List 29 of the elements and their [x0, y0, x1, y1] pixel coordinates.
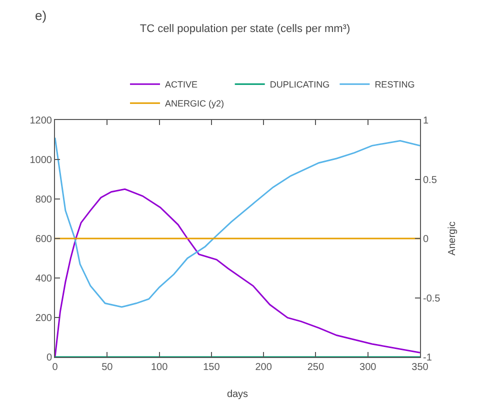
y2-axis-title: Anergic [447, 222, 458, 256]
legend-label: RESTING [374, 80, 415, 90]
x-tick-label: 200 [255, 362, 272, 373]
line-series [55, 188, 420, 357]
text: e) [35, 8, 47, 23]
x-tick-label: 250 [307, 362, 324, 373]
y2-tick-label: -0.5 [423, 293, 441, 304]
y-tick-label: 600 [35, 234, 52, 245]
chart-title: TC cell population per state (cells per mm³) [140, 23, 350, 36]
x-tick-label: 50 [102, 362, 114, 373]
y-tick-label: 0 [46, 352, 52, 364]
y2-tick-label: 0.5 [423, 174, 438, 186]
legend-label: ACTIVE [165, 80, 198, 90]
line-series [55, 137, 420, 308]
x-tick-label: 350 [412, 362, 429, 373]
y-tick-label: 1200 [30, 116, 52, 126]
x-axis-title: days [226, 389, 248, 400]
y-tick-label: 800 [35, 194, 52, 206]
legend-label: DUPLICATING [270, 80, 330, 90]
y2-tick-label: -1 [423, 352, 432, 364]
x-tick-label: 300 [360, 362, 377, 373]
y-tick-label: 400 [35, 274, 52, 284]
y-tick-label: 1000 [30, 155, 52, 166]
legend-label: ANERGIC (y2) [165, 98, 224, 109]
x-tick-label: 150 [203, 362, 220, 373]
x-tick-label: 100 [150, 362, 168, 373]
y2-tick-label: 1 [423, 116, 429, 126]
y2-tick-label: 0 [423, 234, 429, 245]
y-tick-label: 200 [35, 313, 52, 324]
